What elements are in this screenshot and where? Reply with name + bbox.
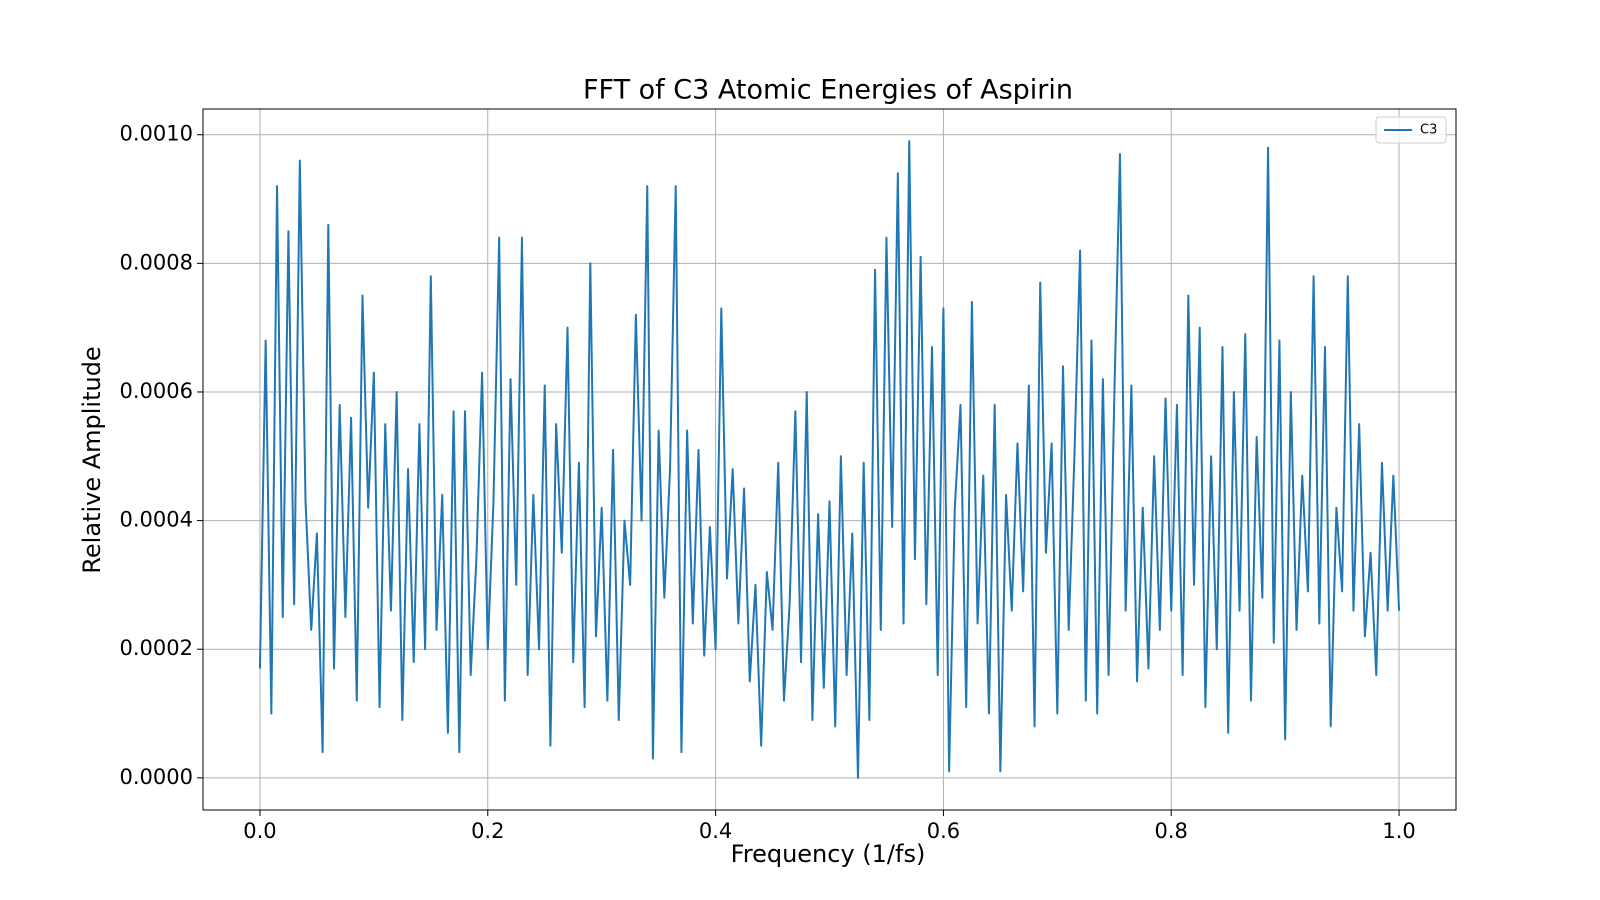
x-tick-label: 0.0 <box>243 819 276 843</box>
y-tick-label: 0.0004 <box>120 508 193 532</box>
plot-frame <box>202 108 1457 811</box>
y-tick-label: 0.0000 <box>120 765 193 789</box>
y-tick-label: 0.0008 <box>120 250 193 274</box>
x-tick-label: 0.4 <box>699 819 732 843</box>
data-line <box>258 140 1401 779</box>
y-axis-label: Relative Amplitude <box>78 346 106 573</box>
y-tick-label: 0.0002 <box>120 636 193 660</box>
x-tick-label: 1.0 <box>1382 819 1415 843</box>
x-tick-label: 0.6 <box>927 819 960 843</box>
chart-title: FFT of C3 Atomic Energies of Aspirin <box>583 75 1073 106</box>
y-tick-label: 0.0006 <box>120 379 193 403</box>
legend-label: C3 <box>1420 123 1437 138</box>
x-axis-label: Frequency (1/fs) <box>731 840 926 868</box>
y-tick-label: 0.0010 <box>120 122 193 146</box>
x-tick-label: 0.8 <box>1155 819 1188 843</box>
x-tick-label: 0.2 <box>471 819 504 843</box>
